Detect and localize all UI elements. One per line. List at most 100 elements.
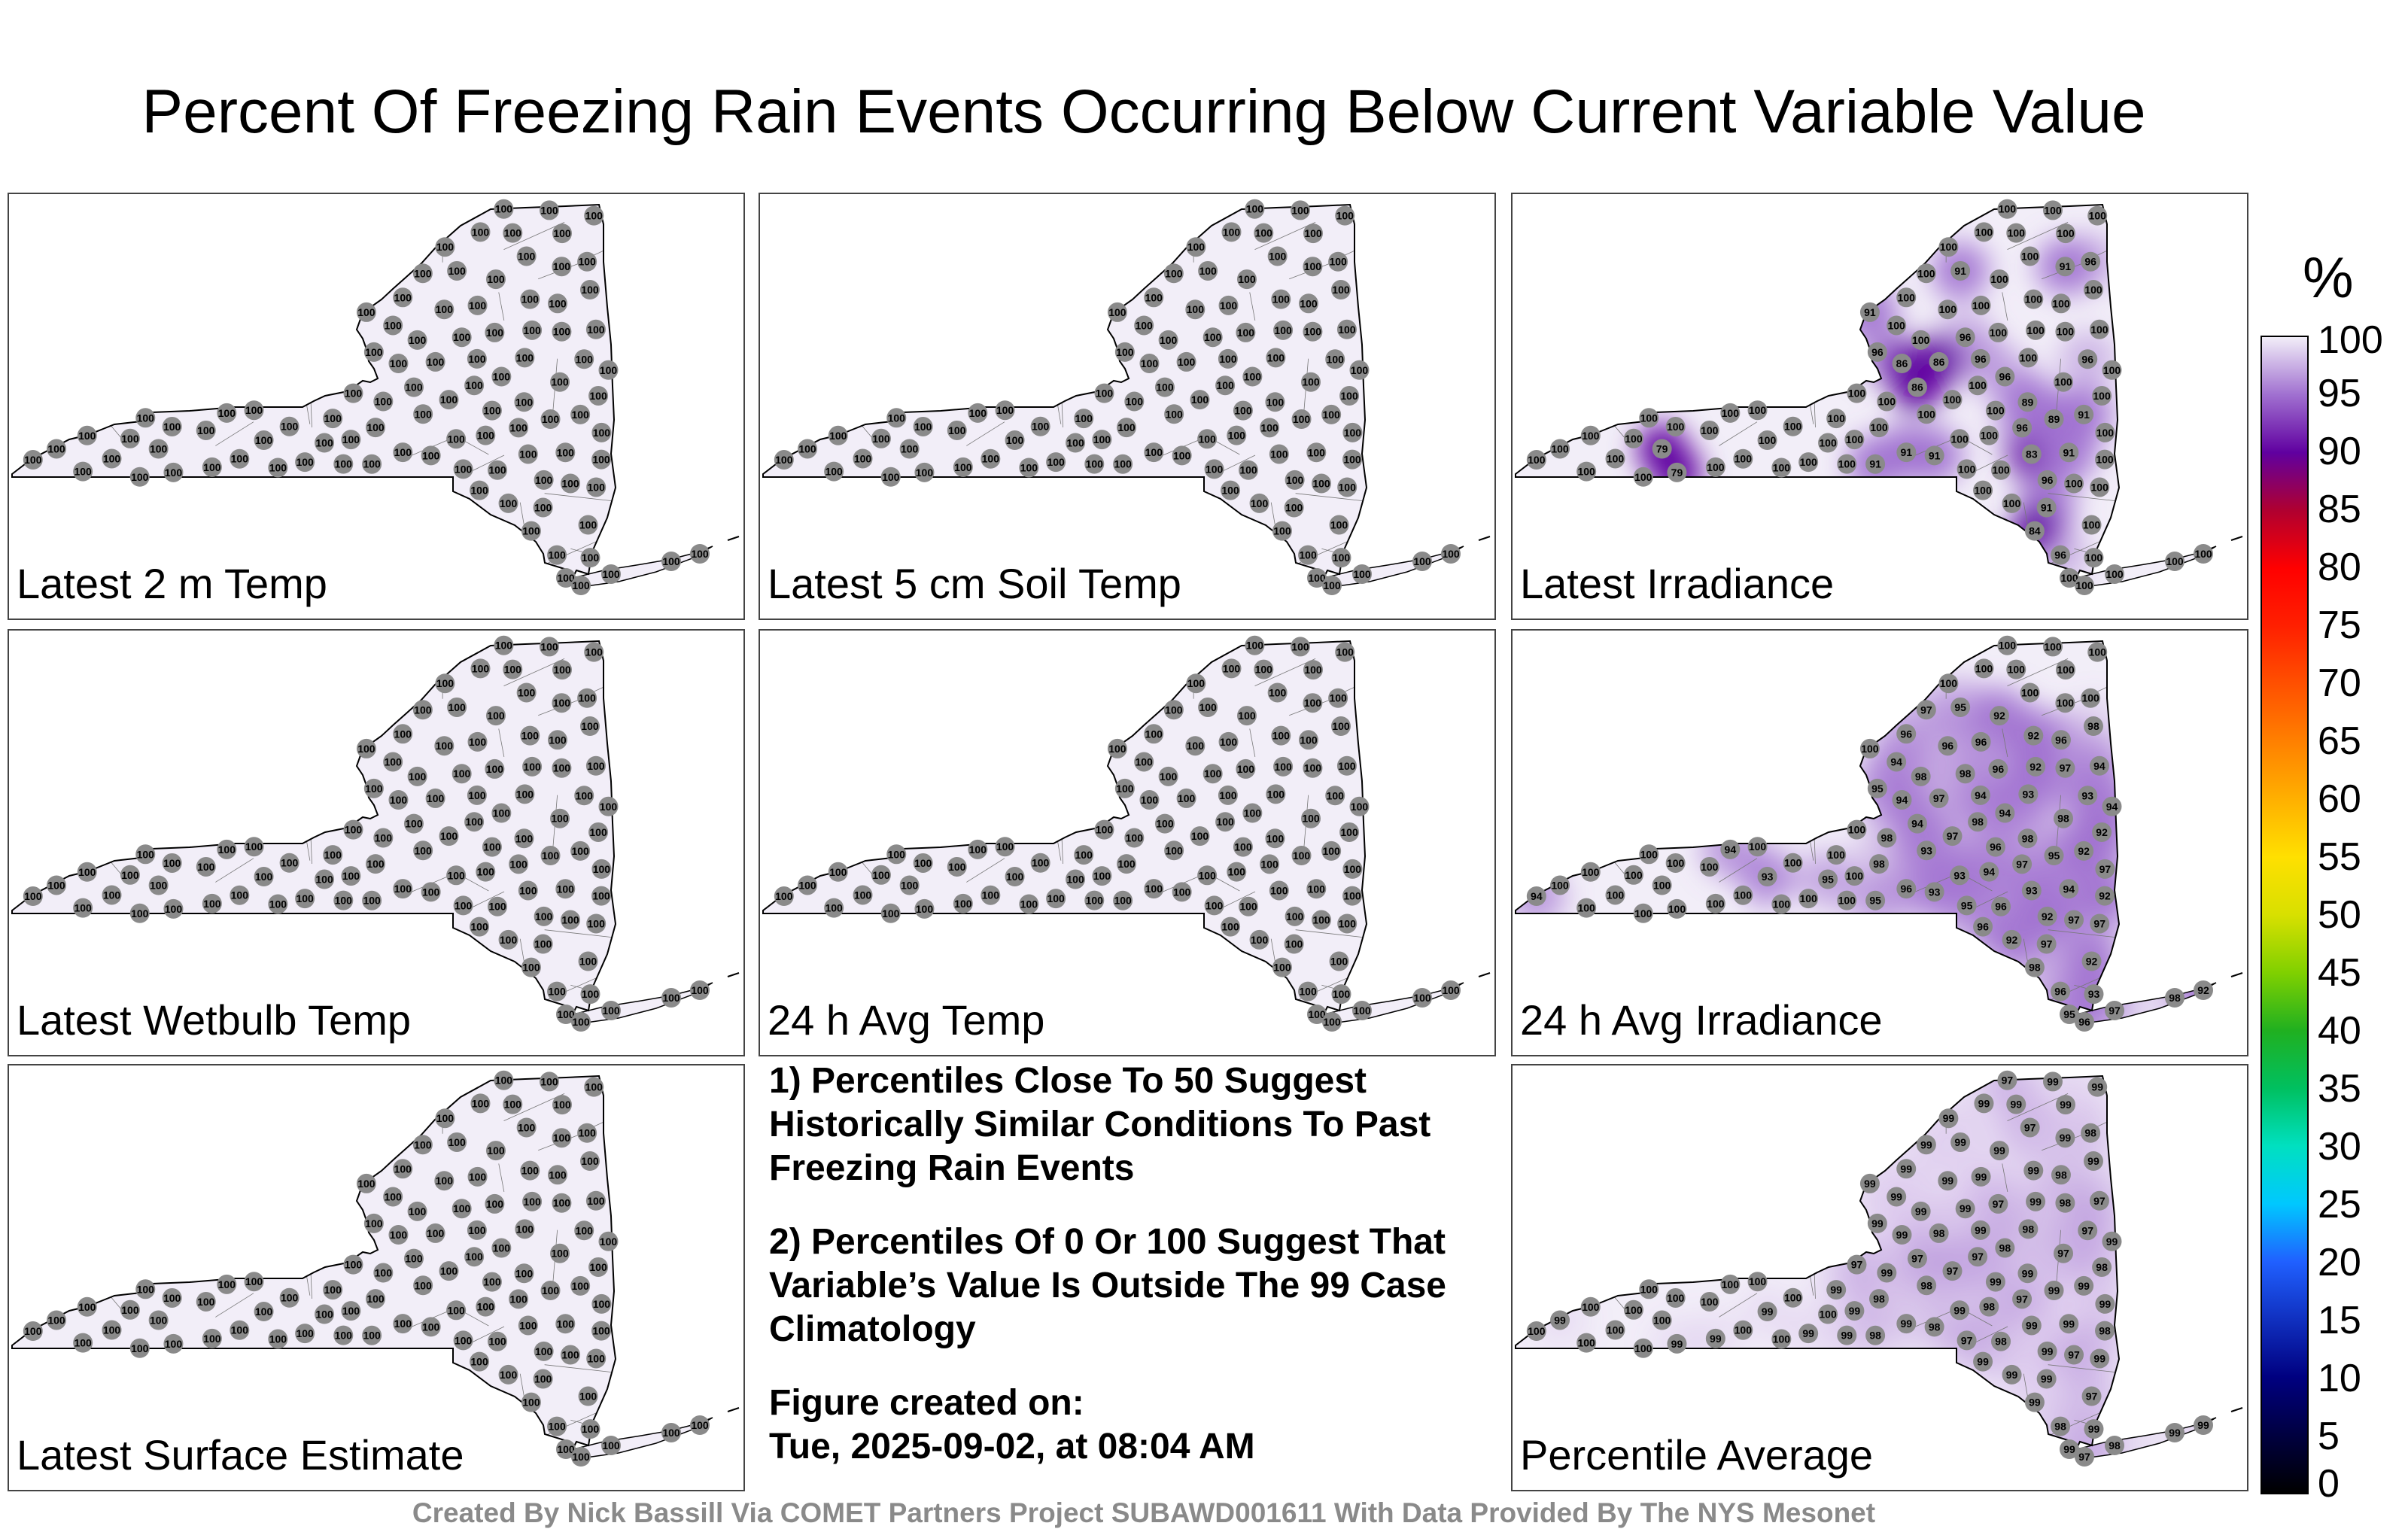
station-dot: [1094, 383, 1114, 403]
station-marker: 96: [1955, 327, 1975, 348]
station-marker: 100: [356, 738, 376, 758]
station-dot: [343, 1254, 363, 1275]
station-dot: [2042, 637, 2063, 657]
station-dot: [1322, 576, 1342, 595]
station-value: 100: [1108, 306, 1126, 318]
station-dot: [393, 1159, 413, 1179]
station-value: 99: [1890, 1190, 1902, 1202]
station-marker: 99: [1950, 1132, 1971, 1152]
station-dot: [268, 457, 288, 478]
colorbar-unit: %: [2303, 246, 2354, 310]
station-marker: 100: [1342, 422, 1363, 442]
fishers-island: [2230, 1407, 2243, 1412]
station-dot: [1092, 866, 1112, 886]
station-marker: 100: [1321, 404, 1342, 424]
station-value: 100: [519, 448, 537, 460]
station-marker: 100: [1113, 890, 1133, 910]
station-value: 100: [916, 903, 934, 915]
station-dot: [2095, 886, 2115, 906]
station-dot: [498, 929, 518, 950]
county-line: [1760, 764, 1780, 813]
station-dot: [1877, 828, 1897, 848]
station-value: 100: [1299, 549, 1317, 561]
station-value: 100: [1020, 898, 1038, 910]
station-value: 100: [1528, 1325, 1546, 1337]
station-marker: 100: [1312, 910, 1332, 930]
county-line: [1698, 205, 1719, 237]
station-value: 100: [1749, 1275, 1767, 1287]
station-value: 100: [1322, 409, 1340, 421]
long-island-outline: [1309, 546, 1464, 588]
station-value: 100: [561, 1349, 579, 1361]
station-marker: 100: [1066, 433, 1086, 453]
station-marker: 100: [1303, 758, 1323, 778]
station-dot: [2095, 859, 2115, 879]
county-line: [251, 946, 273, 953]
station-dot: [585, 755, 606, 776]
station-dot: [373, 828, 394, 848]
station-value: 100: [1156, 818, 1174, 830]
station-dot: [1352, 1001, 1372, 1020]
station-dot: [2078, 786, 2098, 806]
station-value: 100: [131, 1342, 149, 1354]
station-marker: 100: [2006, 223, 2026, 243]
station-marker: 100: [661, 552, 681, 571]
station-dot: [467, 1220, 487, 1240]
station-value: 100: [576, 1224, 594, 1236]
station-value: 98: [1915, 771, 1927, 783]
station-dot: [2020, 246, 2040, 266]
station-marker: 100: [1652, 875, 1672, 895]
station-dot: [2012, 1289, 2033, 1309]
station-marker: 100: [129, 903, 150, 923]
station-value: 100: [1237, 763, 1255, 775]
station-marker: 100: [356, 1173, 376, 1193]
station-marker: 100: [547, 1416, 567, 1436]
station-value: 98: [2055, 1169, 2067, 1181]
station-dot: [2054, 1243, 2074, 1263]
station-value: 100: [553, 664, 571, 676]
station-marker: 100: [1298, 981, 1318, 1002]
station-dot: [913, 416, 933, 436]
station-value: 100: [1308, 883, 1326, 895]
station-dot: [485, 1141, 506, 1161]
station-dot: [1303, 758, 1323, 778]
station-marker: 99: [2060, 1439, 2079, 1459]
station-marker: 100: [550, 808, 570, 828]
station-value: 100: [422, 449, 440, 461]
station-marker: 100: [586, 477, 607, 497]
station-dot: [421, 882, 441, 902]
state-fill: [763, 641, 1367, 1016]
station-value: 94: [2093, 760, 2105, 772]
station-dot: [1337, 477, 1358, 497]
station-dot: [425, 1223, 445, 1243]
station-dot: [2075, 1012, 2094, 1032]
station-marker: 100: [467, 731, 488, 752]
county-line: [1647, 1344, 1701, 1403]
station-value: 100: [1178, 356, 1196, 368]
station-dot: [1991, 1331, 2011, 1351]
station-dot: [1202, 764, 1223, 784]
station-dot: [393, 724, 413, 744]
station-marker: 99: [1798, 1324, 1819, 1344]
station-marker: 100: [47, 1310, 67, 1330]
station-dot: [1747, 1272, 1768, 1292]
station-value: 92: [2086, 955, 2098, 967]
station-dot: [2074, 404, 2094, 424]
station-marker: 100: [476, 1296, 496, 1317]
station-value: 100: [363, 895, 381, 907]
station-marker: 100: [1221, 480, 1241, 500]
station-marker: 94: [2089, 755, 2109, 776]
station-value: 100: [561, 914, 579, 926]
station-value: 100: [342, 433, 360, 445]
station-value: 100: [345, 1259, 363, 1271]
station-dot: [1331, 984, 1351, 1005]
station-dot: [1929, 788, 1949, 808]
station-dot: [547, 293, 567, 314]
station-marker: 100: [412, 263, 433, 284]
station-value: 100: [901, 442, 919, 454]
station-value: 100: [1582, 866, 1600, 878]
station-dot: [1971, 295, 1991, 315]
station-marker: 100: [254, 867, 274, 887]
station-value: 97: [2002, 1074, 2014, 1087]
station-dot: [73, 898, 93, 918]
